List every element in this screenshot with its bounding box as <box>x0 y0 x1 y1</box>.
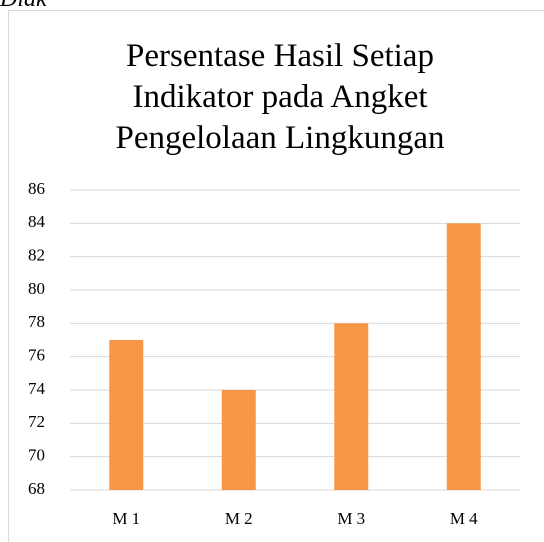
x-tick-label: M 2 <box>225 509 253 528</box>
bar <box>109 340 144 490</box>
chart-title: Persentase Hasil Setiap Indikator pada A… <box>115 38 445 156</box>
y-tick-label: 82 <box>28 246 45 265</box>
bar <box>446 223 481 491</box>
y-tick-label: 86 <box>28 179 45 198</box>
x-tick-label: M 3 <box>337 509 365 528</box>
y-tick-label: 84 <box>28 212 46 231</box>
y-tick-label: 74 <box>28 379 46 398</box>
y-tick-label: 70 <box>28 446 45 465</box>
annotation: Diak <box>0 0 47 13</box>
bar <box>221 390 256 490</box>
y-tick-label: 80 <box>28 279 45 298</box>
x-tick-label: M 4 <box>450 509 478 528</box>
chart-frame <box>8 10 544 542</box>
y-tick-label: 68 <box>28 479 45 498</box>
y-tick-label: 78 <box>28 312 45 331</box>
bar <box>334 323 369 490</box>
y-tick-label: 72 <box>28 412 45 431</box>
x-tick-label: M 1 <box>112 509 140 528</box>
y-tick-label: 76 <box>28 346 45 365</box>
